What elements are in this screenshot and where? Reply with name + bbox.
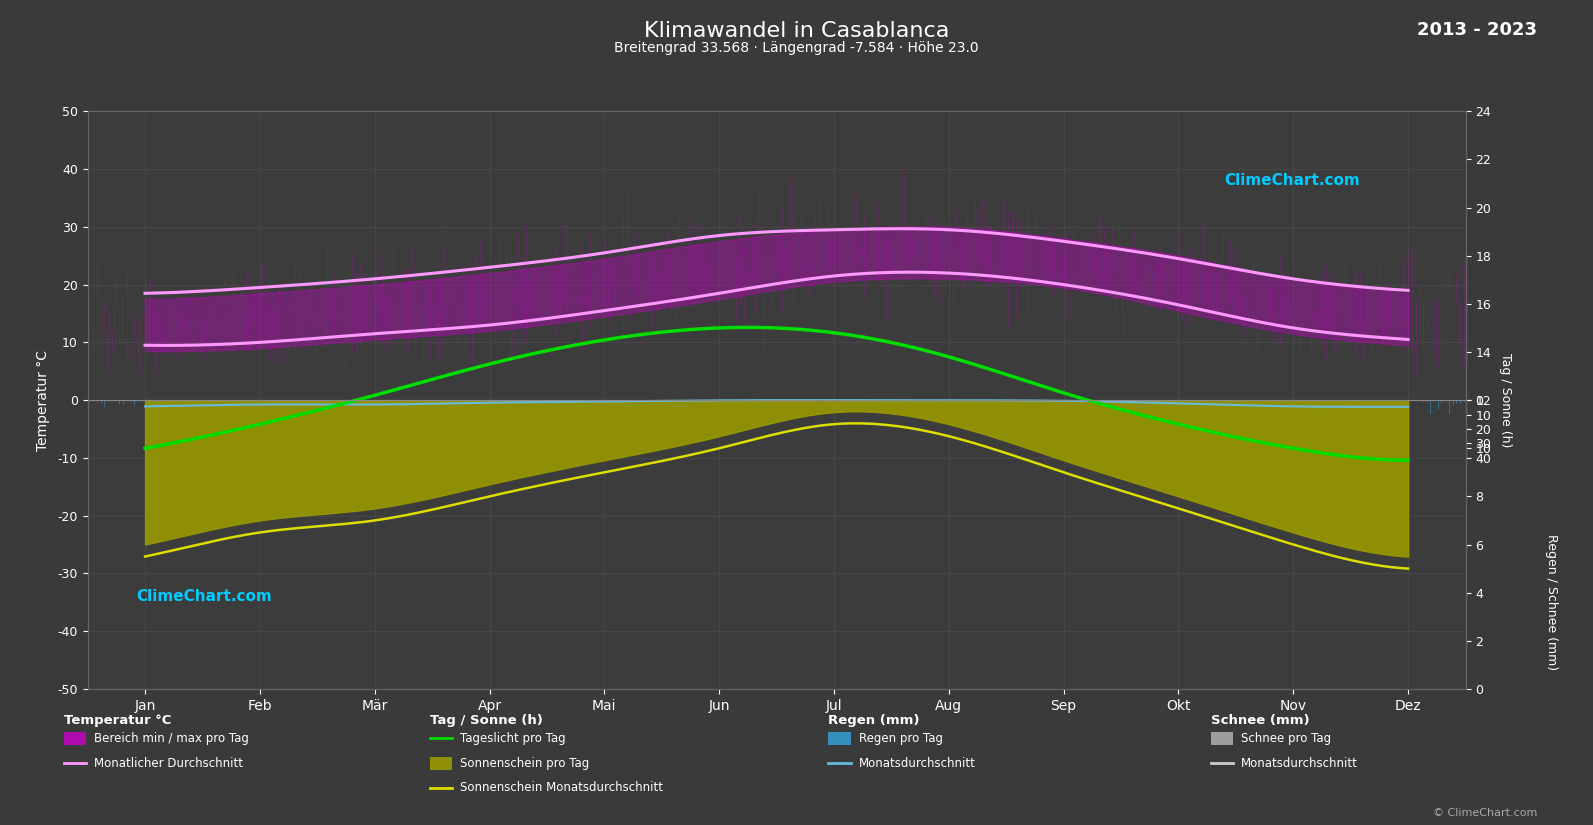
Text: Breitengrad 33.568 · Längengrad -7.584 · Höhe 23.0: Breitengrad 33.568 · Längengrad -7.584 ·… [615,41,978,55]
Text: Sonnenschein pro Tag: Sonnenschein pro Tag [460,757,589,770]
Text: Monatsdurchschnitt: Monatsdurchschnitt [1241,757,1357,770]
Text: Regen / Schnee (mm): Regen / Schnee (mm) [1545,535,1558,670]
Text: Regen (mm): Regen (mm) [828,714,919,727]
Text: Tag / Sonne (h): Tag / Sonne (h) [430,714,543,727]
Text: Schnee pro Tag: Schnee pro Tag [1241,732,1332,745]
Text: Regen pro Tag: Regen pro Tag [859,732,943,745]
Text: Bereich min / max pro Tag: Bereich min / max pro Tag [94,732,249,745]
Text: ClimeChart.com: ClimeChart.com [1225,173,1360,188]
Text: ClimeChart.com: ClimeChart.com [135,589,271,604]
Text: Monatlicher Durchschnitt: Monatlicher Durchschnitt [94,757,244,770]
Text: Monatsdurchschnitt: Monatsdurchschnitt [859,757,975,770]
Text: Schnee (mm): Schnee (mm) [1211,714,1309,727]
Text: Klimawandel in Casablanca: Klimawandel in Casablanca [644,21,949,40]
Text: Tageslicht pro Tag: Tageslicht pro Tag [460,732,566,745]
Text: © ClimeChart.com: © ClimeChart.com [1432,808,1537,818]
Y-axis label: Tag / Sonne (h): Tag / Sonne (h) [1499,353,1512,447]
Text: Temperatur °C: Temperatur °C [64,714,170,727]
Text: Sonnenschein Monatsdurchschnitt: Sonnenschein Monatsdurchschnitt [460,781,663,794]
Y-axis label: Temperatur °C: Temperatur °C [37,350,51,450]
Text: 2013 - 2023: 2013 - 2023 [1418,21,1537,39]
